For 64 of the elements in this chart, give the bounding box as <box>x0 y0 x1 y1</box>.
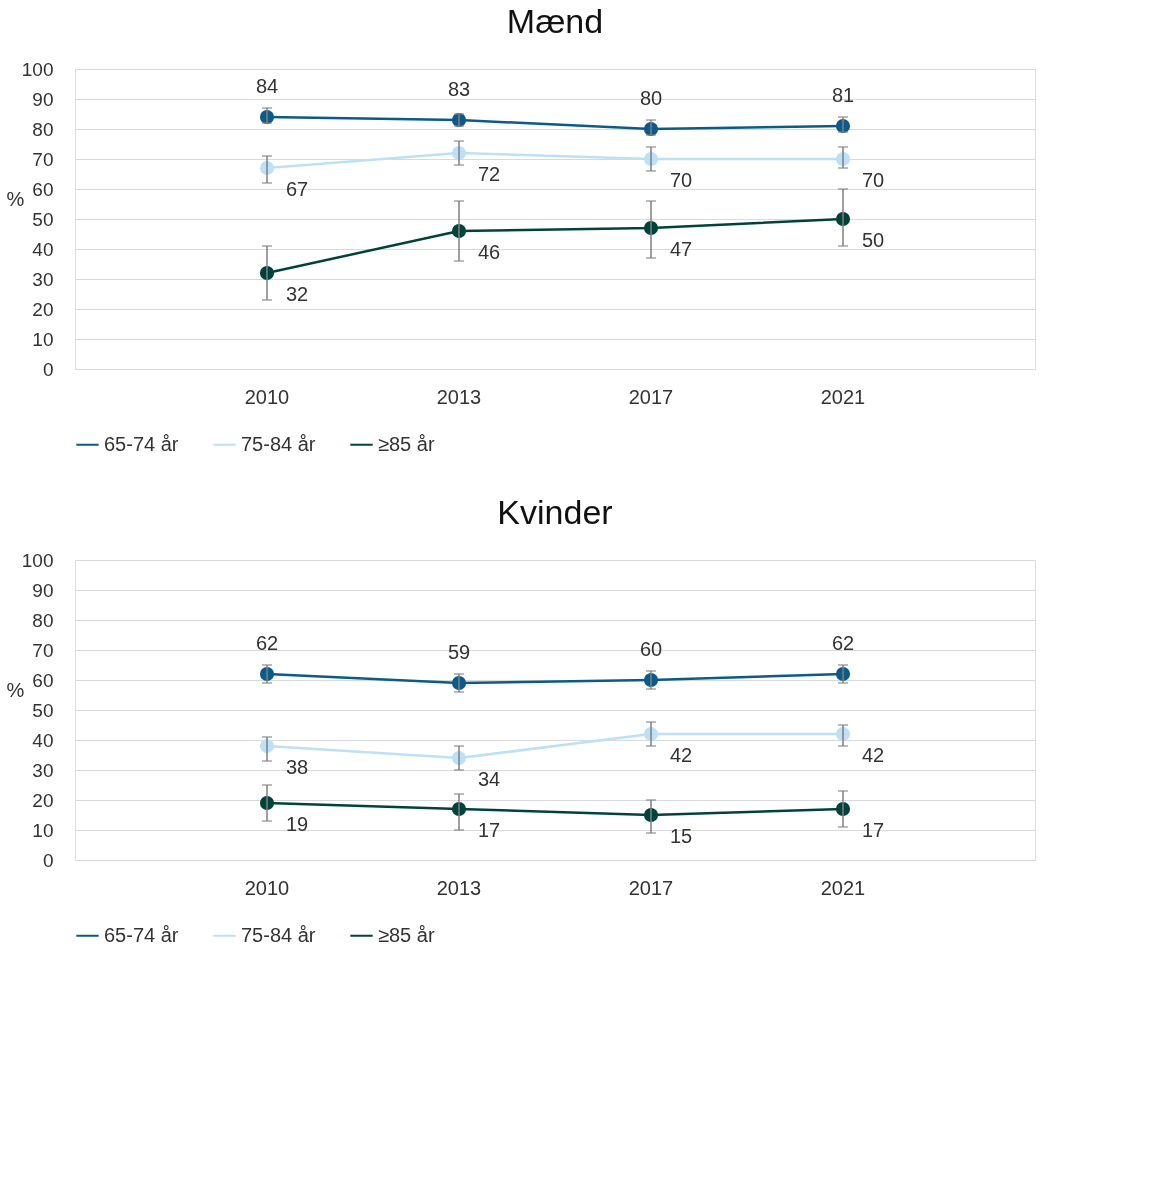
legend-label: ≥85 år <box>378 432 435 455</box>
data-label: 84 <box>255 75 279 97</box>
y-tick-label: 10 <box>32 328 54 350</box>
data-label: 67 <box>285 178 309 200</box>
y-tick-label: 100 <box>21 58 54 80</box>
y-tick-label: 50 <box>32 699 54 721</box>
y-tick-label: 50 <box>32 208 54 230</box>
y-tick-label: 90 <box>32 579 54 601</box>
data-label: 83 <box>447 78 471 100</box>
y-tick-label: 40 <box>32 729 54 751</box>
data-label: 62 <box>831 632 855 654</box>
y-tick-label: 80 <box>32 118 54 140</box>
y-tick-label: 80 <box>32 609 54 631</box>
y-tick-label: 0 <box>42 849 54 871</box>
y-tick-label: 70 <box>32 639 54 661</box>
y-axis-title: % <box>6 187 25 210</box>
y-tick-label: 20 <box>32 789 54 811</box>
y-axis-title: % <box>6 678 25 701</box>
data-label: 19 <box>285 813 309 835</box>
data-label: 72 <box>477 163 501 185</box>
x-tick-label: 2013 <box>436 876 482 899</box>
data-label: 70 <box>861 169 885 191</box>
y-tick-label: 30 <box>32 759 54 781</box>
chart-title: Kvinder <box>497 493 613 531</box>
y-tick-label: 20 <box>32 298 54 320</box>
legend-label: 65-74 år <box>104 923 179 946</box>
y-tick-label: 0 <box>42 358 54 380</box>
x-tick-label: 2010 <box>244 385 290 408</box>
data-label: 46 <box>477 241 501 263</box>
x-tick-label: 2017 <box>628 876 674 899</box>
y-tick-label: 10 <box>32 819 54 841</box>
x-tick-label: 2013 <box>436 385 482 408</box>
chart-title: Mænd <box>506 2 604 40</box>
data-label: 42 <box>669 744 693 766</box>
legend-label: ≥85 år <box>378 923 435 946</box>
y-tick-label: 90 <box>32 88 54 110</box>
legend-label: 65-74 år <box>104 432 179 455</box>
x-tick-label: 2021 <box>820 385 866 408</box>
data-label: 17 <box>861 819 885 841</box>
x-tick-label: 2021 <box>820 876 866 899</box>
data-label: 32 <box>285 283 309 305</box>
data-label: 50 <box>861 229 885 251</box>
data-label: 47 <box>669 238 693 260</box>
data-label: 15 <box>669 825 693 847</box>
y-tick-label: 60 <box>32 669 54 691</box>
y-tick-label: 30 <box>32 268 54 290</box>
data-label: 80 <box>639 87 663 109</box>
x-tick-label: 2017 <box>628 385 674 408</box>
y-tick-label: 100 <box>21 549 54 571</box>
data-label: 60 <box>639 638 663 660</box>
legend-label: 75-84 år <box>241 923 316 946</box>
y-tick-label: 60 <box>32 178 54 200</box>
legend-label: 75-84 år <box>241 432 316 455</box>
data-label: 34 <box>477 768 501 790</box>
data-label: 81 <box>831 84 855 106</box>
data-label: 38 <box>285 756 309 778</box>
x-tick-label: 2010 <box>244 876 290 899</box>
data-label: 59 <box>447 641 471 663</box>
data-label: 42 <box>861 744 885 766</box>
data-label: 62 <box>255 632 279 654</box>
data-label: 70 <box>669 169 693 191</box>
y-tick-label: 70 <box>32 148 54 170</box>
data-label: 17 <box>477 819 501 841</box>
y-tick-label: 40 <box>32 238 54 260</box>
